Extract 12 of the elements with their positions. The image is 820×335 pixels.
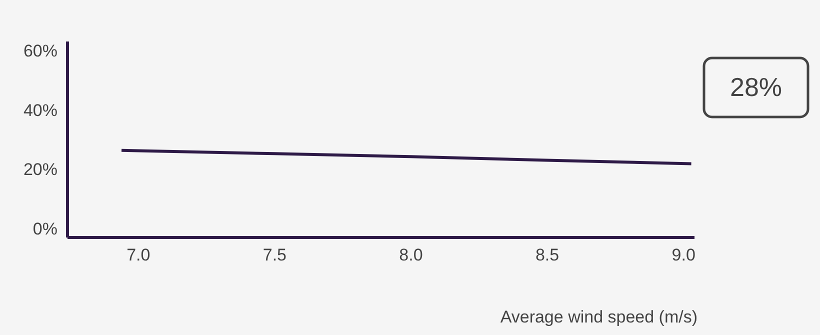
x-tick-label: 7.5 bbox=[262, 246, 287, 264]
x-tick-label: 7.0 bbox=[126, 246, 150, 264]
x-tick-label: 8.5 bbox=[535, 246, 560, 264]
y-tick-label: 0% bbox=[32, 219, 58, 238]
y-tick-label: 40% bbox=[23, 100, 58, 120]
x-axis-title: Average wind speed (m/s) bbox=[500, 308, 698, 326]
text: 28% bbox=[730, 72, 782, 102]
x-tick-label: 9.0 bbox=[672, 246, 696, 264]
line-series bbox=[120, 148, 693, 166]
y-tick-label: 60% bbox=[23, 42, 58, 61]
x-tick-label: 8.0 bbox=[399, 246, 423, 264]
y-tick-label: 20% bbox=[23, 160, 58, 180]
